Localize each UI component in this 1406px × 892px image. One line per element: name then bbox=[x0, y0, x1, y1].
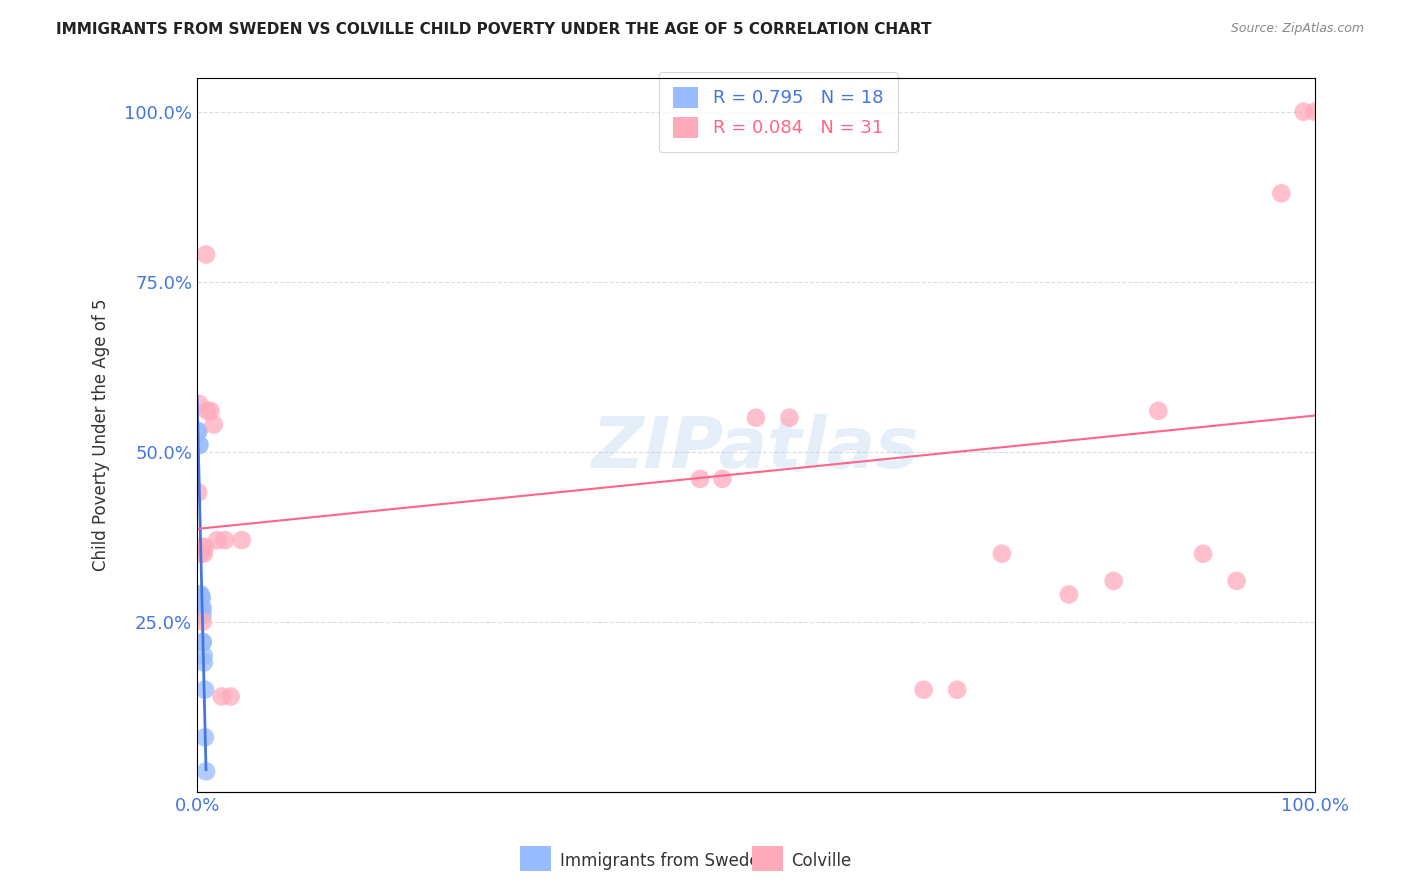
Point bbox=[1057, 587, 1080, 601]
Point bbox=[190, 547, 212, 561]
Text: Immigrants from Sweden: Immigrants from Sweden bbox=[560, 852, 769, 870]
Point bbox=[191, 615, 214, 629]
Point bbox=[195, 764, 218, 779]
Point bbox=[202, 417, 225, 432]
Point bbox=[188, 438, 211, 452]
Point bbox=[187, 425, 209, 439]
Point bbox=[190, 591, 212, 605]
Text: IMMIGRANTS FROM SWEDEN VS COLVILLE CHILD POVERTY UNDER THE AGE OF 5 CORRELATION : IMMIGRANTS FROM SWEDEN VS COLVILLE CHILD… bbox=[56, 22, 932, 37]
Point bbox=[190, 540, 212, 554]
Point bbox=[194, 682, 217, 697]
Point bbox=[188, 397, 211, 411]
Text: Colville: Colville bbox=[792, 852, 852, 870]
Point bbox=[214, 533, 236, 547]
Point bbox=[193, 656, 215, 670]
Point bbox=[195, 404, 218, 418]
Point bbox=[1192, 547, 1215, 561]
Point bbox=[231, 533, 253, 547]
Point bbox=[191, 601, 214, 615]
Point bbox=[1270, 186, 1292, 201]
Point bbox=[745, 410, 768, 425]
Point bbox=[1102, 574, 1125, 588]
Point bbox=[200, 404, 222, 418]
Point bbox=[689, 472, 711, 486]
Y-axis label: Child Poverty Under the Age of 5: Child Poverty Under the Age of 5 bbox=[93, 299, 110, 571]
Point bbox=[205, 533, 228, 547]
Point bbox=[711, 472, 734, 486]
Point bbox=[1303, 104, 1326, 119]
Point bbox=[779, 410, 801, 425]
Point bbox=[211, 690, 233, 704]
Legend: R = 0.795   N = 18, R = 0.084   N = 31: R = 0.795 N = 18, R = 0.084 N = 31 bbox=[659, 72, 898, 152]
Point bbox=[190, 587, 212, 601]
Point bbox=[219, 690, 242, 704]
Point bbox=[991, 547, 1014, 561]
Point bbox=[191, 607, 214, 622]
Point bbox=[190, 587, 212, 601]
Text: Source: ZipAtlas.com: Source: ZipAtlas.com bbox=[1230, 22, 1364, 36]
Point bbox=[193, 648, 215, 663]
Point bbox=[946, 682, 969, 697]
Point bbox=[912, 682, 935, 697]
Point bbox=[191, 635, 214, 649]
Point bbox=[190, 601, 212, 615]
Point bbox=[195, 247, 218, 261]
Point bbox=[1147, 404, 1170, 418]
Text: ZIPatlas: ZIPatlas bbox=[592, 415, 920, 483]
Point bbox=[187, 485, 209, 500]
Point bbox=[1226, 574, 1249, 588]
Point bbox=[194, 731, 217, 745]
Point bbox=[1292, 104, 1315, 119]
Point bbox=[190, 591, 212, 605]
Point bbox=[194, 540, 217, 554]
Point bbox=[188, 438, 211, 452]
Point bbox=[187, 425, 209, 439]
Point bbox=[193, 547, 215, 561]
Point bbox=[191, 635, 214, 649]
